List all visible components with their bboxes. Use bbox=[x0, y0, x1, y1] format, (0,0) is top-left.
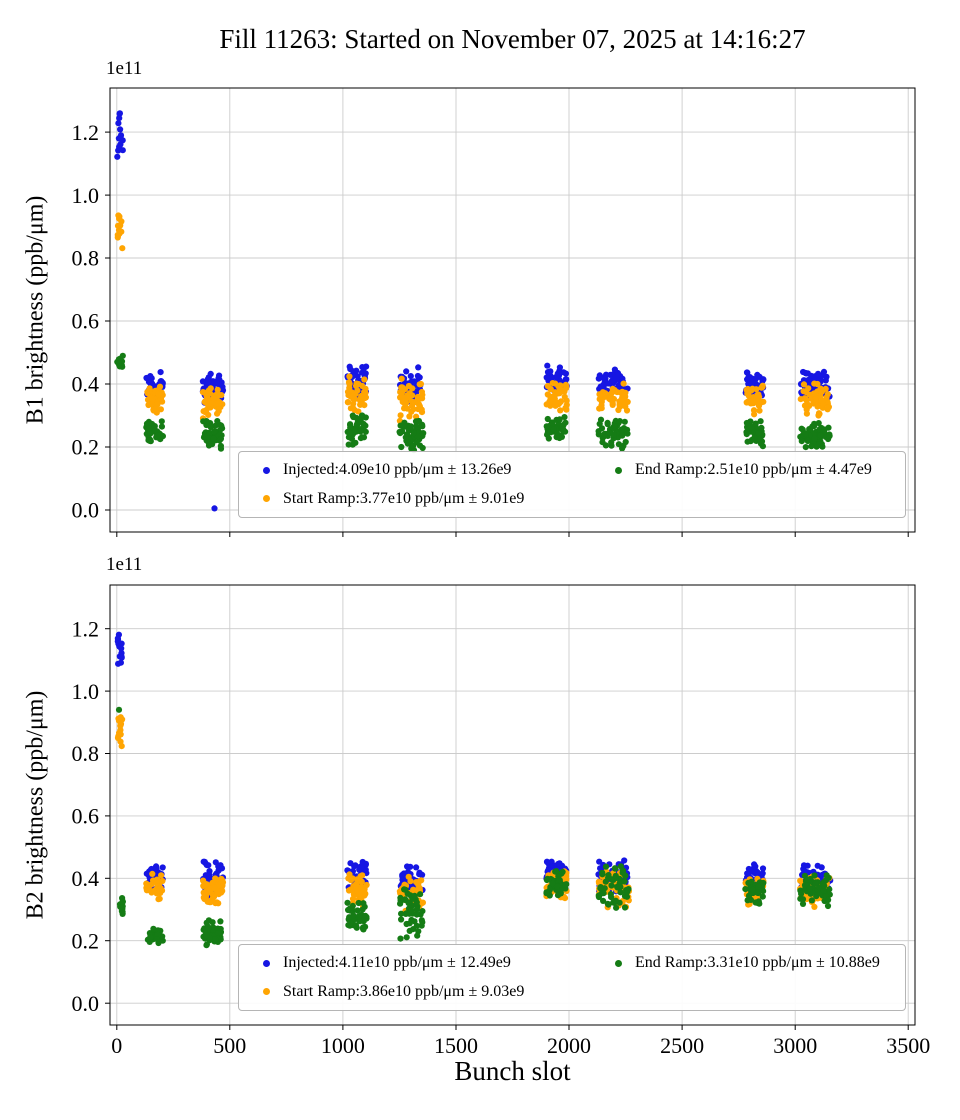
end_ramp-points bbox=[200, 418, 226, 452]
start_ramp-marker-icon bbox=[263, 495, 270, 503]
start_ramp-points bbox=[143, 870, 166, 903]
tick-labels: 0.0 0.2 0.4 0.6 0.8 1.0 1.2 bbox=[72, 120, 100, 523]
injected-points bbox=[114, 110, 126, 160]
end_ramp-points bbox=[200, 917, 224, 949]
legend-label: Injected:4.09e10 ppb/μm ± 13.26e9 bbox=[283, 461, 512, 479]
y-tick-label: 1.0 bbox=[72, 679, 100, 704]
y-tick-label: 0.2 bbox=[72, 928, 100, 953]
y-tick-label: 1.2 bbox=[72, 616, 100, 641]
legend-entry: Start Ramp:3.86e10 ppb/μm ± 9.03e9 bbox=[253, 983, 605, 1001]
y-tick-label: 1.2 bbox=[72, 120, 100, 145]
y-tick-label: 0.4 bbox=[72, 372, 100, 397]
start_ramp-points bbox=[199, 385, 226, 422]
legend-label: End Ramp:3.31e10 ppb/μm ± 10.88e9 bbox=[635, 954, 880, 972]
b2-plot-area: 0 500 1000 1500 2000 2500 3000 3500 0.0 0.2 0.4 0.6… bbox=[72, 584, 930, 1058]
y-tick-label: 0.6 bbox=[72, 309, 100, 334]
start_ramp-points bbox=[543, 380, 570, 414]
b2-legend: Injected:4.11e10 ppb/μm ± 12.49e9 Start R… bbox=[238, 944, 906, 1011]
axes-frame bbox=[109, 87, 916, 533]
end_ramp-points bbox=[797, 872, 833, 910]
y-tick-label: 1.0 bbox=[72, 183, 100, 208]
y-tick-label: 0.2 bbox=[72, 435, 100, 460]
y-tick-label: 0.0 bbox=[72, 991, 100, 1016]
start_ramp-points bbox=[596, 380, 631, 414]
tick-labels: 0 500 1000 1500 2000 2500 3000 3500 0.0 0.2 0.4 0.6… bbox=[72, 616, 931, 1058]
x-tick-label: 1500 bbox=[434, 1033, 478, 1058]
start_ramp-marker-icon bbox=[263, 988, 270, 996]
start_ramp-points bbox=[345, 871, 370, 910]
b1-y-axis-label: B1 brightness (ppb/μm) bbox=[22, 195, 49, 425]
y-tick-label: 0.8 bbox=[72, 246, 100, 271]
legend-entry: Injected:4.11e10 ppb/μm ± 12.49e9 bbox=[253, 954, 605, 972]
start_ramp-points bbox=[114, 714, 126, 750]
start_ramp-points bbox=[200, 875, 227, 907]
end_ramp-points bbox=[344, 899, 370, 933]
b1-plot-area: 0.0 0.2 0.4 0.6 0.8 1.0 1.2 bbox=[72, 87, 916, 537]
end_ramp-points bbox=[144, 925, 166, 947]
legend-label: Injected:4.11e10 ppb/μm ± 12.49e9 bbox=[283, 954, 511, 972]
x-tick-label: 3500 bbox=[886, 1033, 930, 1058]
x-tick-label: 2000 bbox=[547, 1033, 591, 1058]
x-tick-label: 0 bbox=[111, 1033, 122, 1058]
start_ramp-points bbox=[114, 212, 126, 252]
legend-entry: Injected:4.09e10 ppb/μm ± 13.26e9 bbox=[253, 461, 605, 479]
x-tick-label: 1000 bbox=[321, 1033, 365, 1058]
x-tick-label: 3000 bbox=[773, 1033, 817, 1058]
legend-entry: Start Ramp:3.77e10 ppb/μm ± 9.01e9 bbox=[253, 490, 605, 508]
x-tick-label: 2500 bbox=[660, 1033, 704, 1058]
start_ramp-points bbox=[344, 373, 369, 415]
end_ramp-points bbox=[344, 412, 369, 448]
end_ramp-marker-icon bbox=[615, 466, 622, 474]
figure-title: Fill 11263: Started on November 07, 2025… bbox=[219, 24, 806, 54]
y-tick-label: 0.6 bbox=[72, 804, 100, 829]
end_ramp-points bbox=[143, 418, 166, 445]
b2-axis-offset-label: 1e11 bbox=[106, 554, 143, 575]
tick-marks bbox=[105, 628, 909, 1030]
injected-points bbox=[114, 631, 125, 667]
outlier-point bbox=[211, 505, 218, 512]
x-axis-label: Bunch slot bbox=[454, 1056, 571, 1086]
start_ramp-points bbox=[743, 382, 767, 418]
end_ramp-points bbox=[397, 886, 426, 942]
end_ramp-points bbox=[797, 420, 833, 451]
start_ramp-points bbox=[797, 380, 833, 419]
b2-y-axis-label: B2 brightness (ppb/μm) bbox=[22, 690, 49, 920]
end_ramp-points bbox=[543, 414, 569, 442]
b1-axis-offset-label: 1e11 bbox=[106, 58, 143, 79]
legend-label: Start Ramp:3.86e10 ppb/μm ± 9.03e9 bbox=[283, 982, 525, 1000]
start_ramp-points bbox=[396, 375, 426, 424]
legend-entry: End Ramp:3.31e10 ppb/μm ± 10.88e9 bbox=[605, 954, 891, 972]
x-tick-label: 500 bbox=[213, 1033, 246, 1058]
b1-legend: Injected:4.09e10 ppb/μm ± 13.26e9 Start R… bbox=[238, 451, 906, 518]
y-tick-label: 0.0 bbox=[72, 498, 100, 523]
tick-marks bbox=[105, 131, 909, 537]
legend-entry: End Ramp:2.51e10 ppb/μm ± 4.47e9 bbox=[605, 461, 891, 479]
end_ramp-points bbox=[743, 418, 767, 450]
outlier-point bbox=[115, 706, 123, 713]
end_ramp-points bbox=[595, 863, 632, 911]
start_ramp-points bbox=[144, 383, 166, 416]
end_ramp-points bbox=[116, 895, 126, 917]
y-tick-label: 0.8 bbox=[72, 741, 100, 766]
injected-marker-icon bbox=[263, 959, 270, 967]
end_ramp-marker-icon bbox=[615, 959, 622, 967]
grid-lines bbox=[110, 88, 915, 532]
legend-label: End Ramp:2.51e10 ppb/μm ± 4.47e9 bbox=[635, 461, 872, 479]
end_ramp-points bbox=[742, 878, 767, 907]
end_ramp-points bbox=[543, 868, 570, 899]
axes-frame bbox=[109, 584, 916, 1026]
legend-label: Start Ramp:3.77e10 ppb/μm ± 9.01e9 bbox=[283, 489, 525, 507]
end_ramp-points bbox=[396, 417, 427, 454]
end_ramp-points bbox=[114, 352, 126, 370]
end_ramp-points bbox=[595, 416, 631, 452]
y-tick-label: 0.4 bbox=[72, 866, 100, 891]
injected-marker-icon bbox=[263, 466, 270, 474]
